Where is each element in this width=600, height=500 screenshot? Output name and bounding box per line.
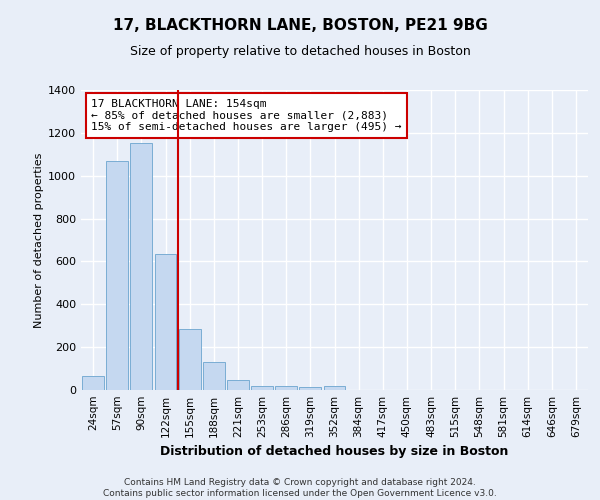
Bar [323, 386, 346, 390]
Bar [227, 380, 249, 390]
Y-axis label: Number of detached properties: Number of detached properties [34, 152, 44, 328]
Text: 17, BLACKTHORN LANE, BOSTON, PE21 9BG: 17, BLACKTHORN LANE, BOSTON, PE21 9BG [113, 18, 487, 32]
Bar [106, 160, 128, 390]
Text: Size of property relative to detached houses in Boston: Size of property relative to detached ho… [130, 45, 470, 58]
Bar [82, 376, 104, 390]
Bar [203, 362, 224, 390]
Bar [130, 142, 152, 390]
Text: Contains HM Land Registry data © Crown copyright and database right 2024.
Contai: Contains HM Land Registry data © Crown c… [103, 478, 497, 498]
Bar [299, 387, 321, 390]
Bar [251, 386, 273, 390]
Bar [179, 329, 200, 390]
Bar [275, 386, 297, 390]
Bar [155, 254, 176, 390]
X-axis label: Distribution of detached houses by size in Boston: Distribution of detached houses by size … [160, 446, 509, 458]
Text: 17 BLACKTHORN LANE: 154sqm
← 85% of detached houses are smaller (2,883)
15% of s: 17 BLACKTHORN LANE: 154sqm ← 85% of deta… [91, 99, 401, 132]
